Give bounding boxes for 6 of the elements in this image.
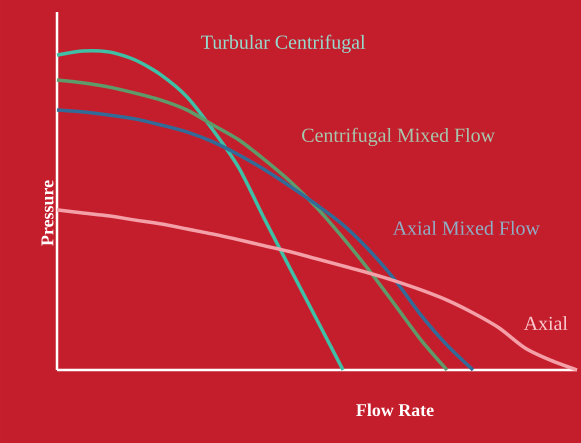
series-label: Centrifugal Mixed Flow [302,128,495,146]
x-axis-title: Flow Rate [356,403,434,416]
series-label: Axial [524,316,568,330]
y-axis-title: Pressure [42,180,54,246]
series-label: Axial Mixed Flow [392,220,540,235]
text: Turbular Centrifugal [201,34,366,54]
